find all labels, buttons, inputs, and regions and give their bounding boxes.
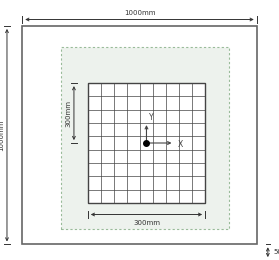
Text: 1000mm: 1000mm: [0, 119, 4, 151]
Text: 300mm: 300mm: [65, 100, 71, 127]
Bar: [61, 47, 229, 229]
Text: 50mm: 50mm: [273, 249, 279, 255]
Text: X: X: [178, 140, 183, 149]
Text: 300mm: 300mm: [133, 220, 160, 226]
Text: Y: Y: [149, 113, 154, 122]
Bar: [22, 26, 257, 244]
Text: 1000mm: 1000mm: [124, 10, 155, 16]
Bar: [88, 83, 205, 203]
